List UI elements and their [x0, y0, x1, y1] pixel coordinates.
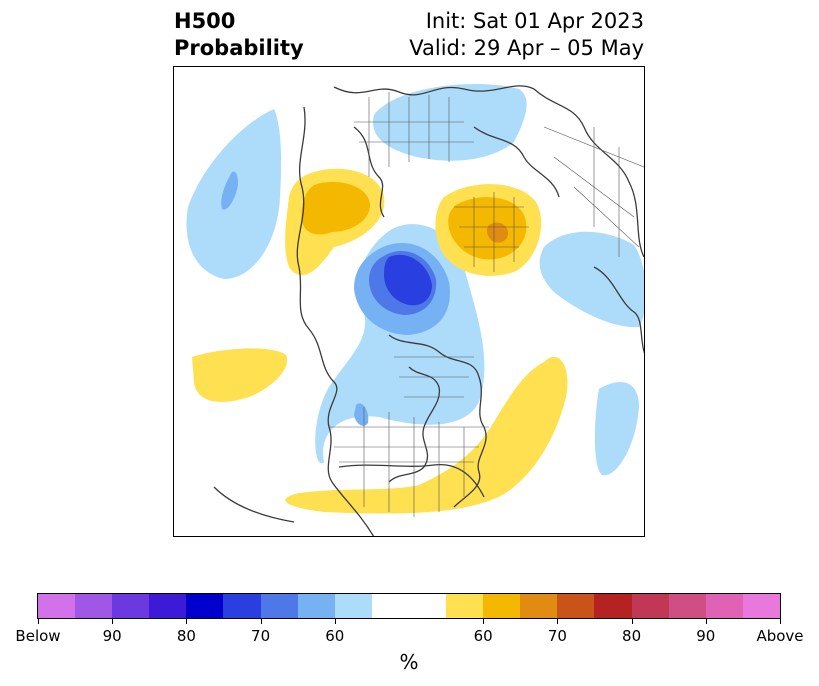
colorbar-segment	[334, 594, 372, 618]
title-line-1: H500	[174, 9, 236, 33]
colorbar-tick-label: Above	[756, 627, 804, 645]
colorbar-tick-label: 80	[176, 627, 196, 645]
colorbar-tick-label: 80	[622, 627, 642, 645]
map-subtitle: Init: Sat 01 Apr 2023 Valid: 29 Apr – 05…	[409, 8, 644, 62]
colorbar-tick-label: 60	[325, 627, 345, 645]
above-region-atlantic	[285, 356, 568, 514]
above-region-alaska-70	[301, 181, 370, 235]
colorbar-segment	[186, 594, 224, 618]
colorbar-tick-label: 90	[696, 627, 716, 645]
colorbar-tick-mark	[780, 619, 781, 624]
coastlines	[213, 85, 644, 536]
below-region-canada-70	[354, 403, 369, 426]
colorbar-unit-label: %	[399, 650, 419, 674]
below-normal-regions	[186, 84, 644, 476]
colorbar-tick-mark	[483, 619, 485, 624]
colorbar-tick-mark	[112, 619, 114, 624]
colorbar-segment	[223, 594, 261, 618]
country-borders	[329, 92, 644, 517]
colorbar-tick-mark	[334, 619, 336, 624]
colorbar-segment	[38, 594, 76, 618]
colorbar-segment	[668, 594, 706, 618]
below-region-arctic-90	[384, 254, 432, 306]
colorbar-tick-label: Below	[15, 627, 61, 645]
below-region-asia-east	[539, 231, 644, 328]
colorbar-segment	[483, 594, 521, 618]
colorbar-segment	[149, 594, 187, 618]
colorbar-tick-label: 90	[102, 627, 122, 645]
init-date-label: Init: Sat 01 Apr 2023	[425, 9, 644, 33]
valid-period-label: Valid: 29 Apr – 05 May	[409, 36, 644, 60]
colorbar-segment	[631, 594, 669, 618]
above-region-russia-80	[486, 222, 509, 243]
below-region-atlantic	[594, 382, 639, 476]
colorbar-tick-mark	[186, 619, 188, 624]
title-line-2: Probability	[174, 36, 304, 60]
map-canvas	[186, 84, 644, 536]
colorbar-tick-mark	[38, 619, 39, 624]
colorbar-tick-mark	[260, 619, 262, 624]
colorbar-segment	[446, 594, 484, 618]
colorbar-segment	[594, 594, 632, 618]
colorbar-segment	[260, 594, 298, 618]
colorbar-tick-mark	[705, 619, 707, 624]
below-region-siberia	[373, 84, 527, 161]
colorbar-segment	[112, 594, 150, 618]
probability-colorbar	[37, 593, 781, 619]
colorbar-segment	[742, 594, 780, 618]
above-region-pacific-south	[192, 348, 288, 402]
colorbar-segment	[557, 594, 595, 618]
colorbar-segment	[520, 594, 558, 618]
colorbar-tick-mark	[631, 619, 633, 624]
map-title: H500 Probability	[174, 8, 304, 62]
colorbar-tick-mark	[557, 619, 559, 624]
colorbar-tick-label: 70	[251, 627, 271, 645]
colorbar-segment	[75, 594, 113, 618]
colorbar-segment	[297, 594, 335, 618]
colorbar-tick-label: 70	[547, 627, 567, 645]
colorbar-tick-label: 60	[473, 627, 493, 645]
colorbar-segment	[408, 594, 447, 618]
colorbar-segment	[705, 594, 743, 618]
below-region-pacific-core	[221, 171, 238, 210]
probability-map	[173, 66, 645, 537]
colorbar-segment	[371, 594, 409, 618]
